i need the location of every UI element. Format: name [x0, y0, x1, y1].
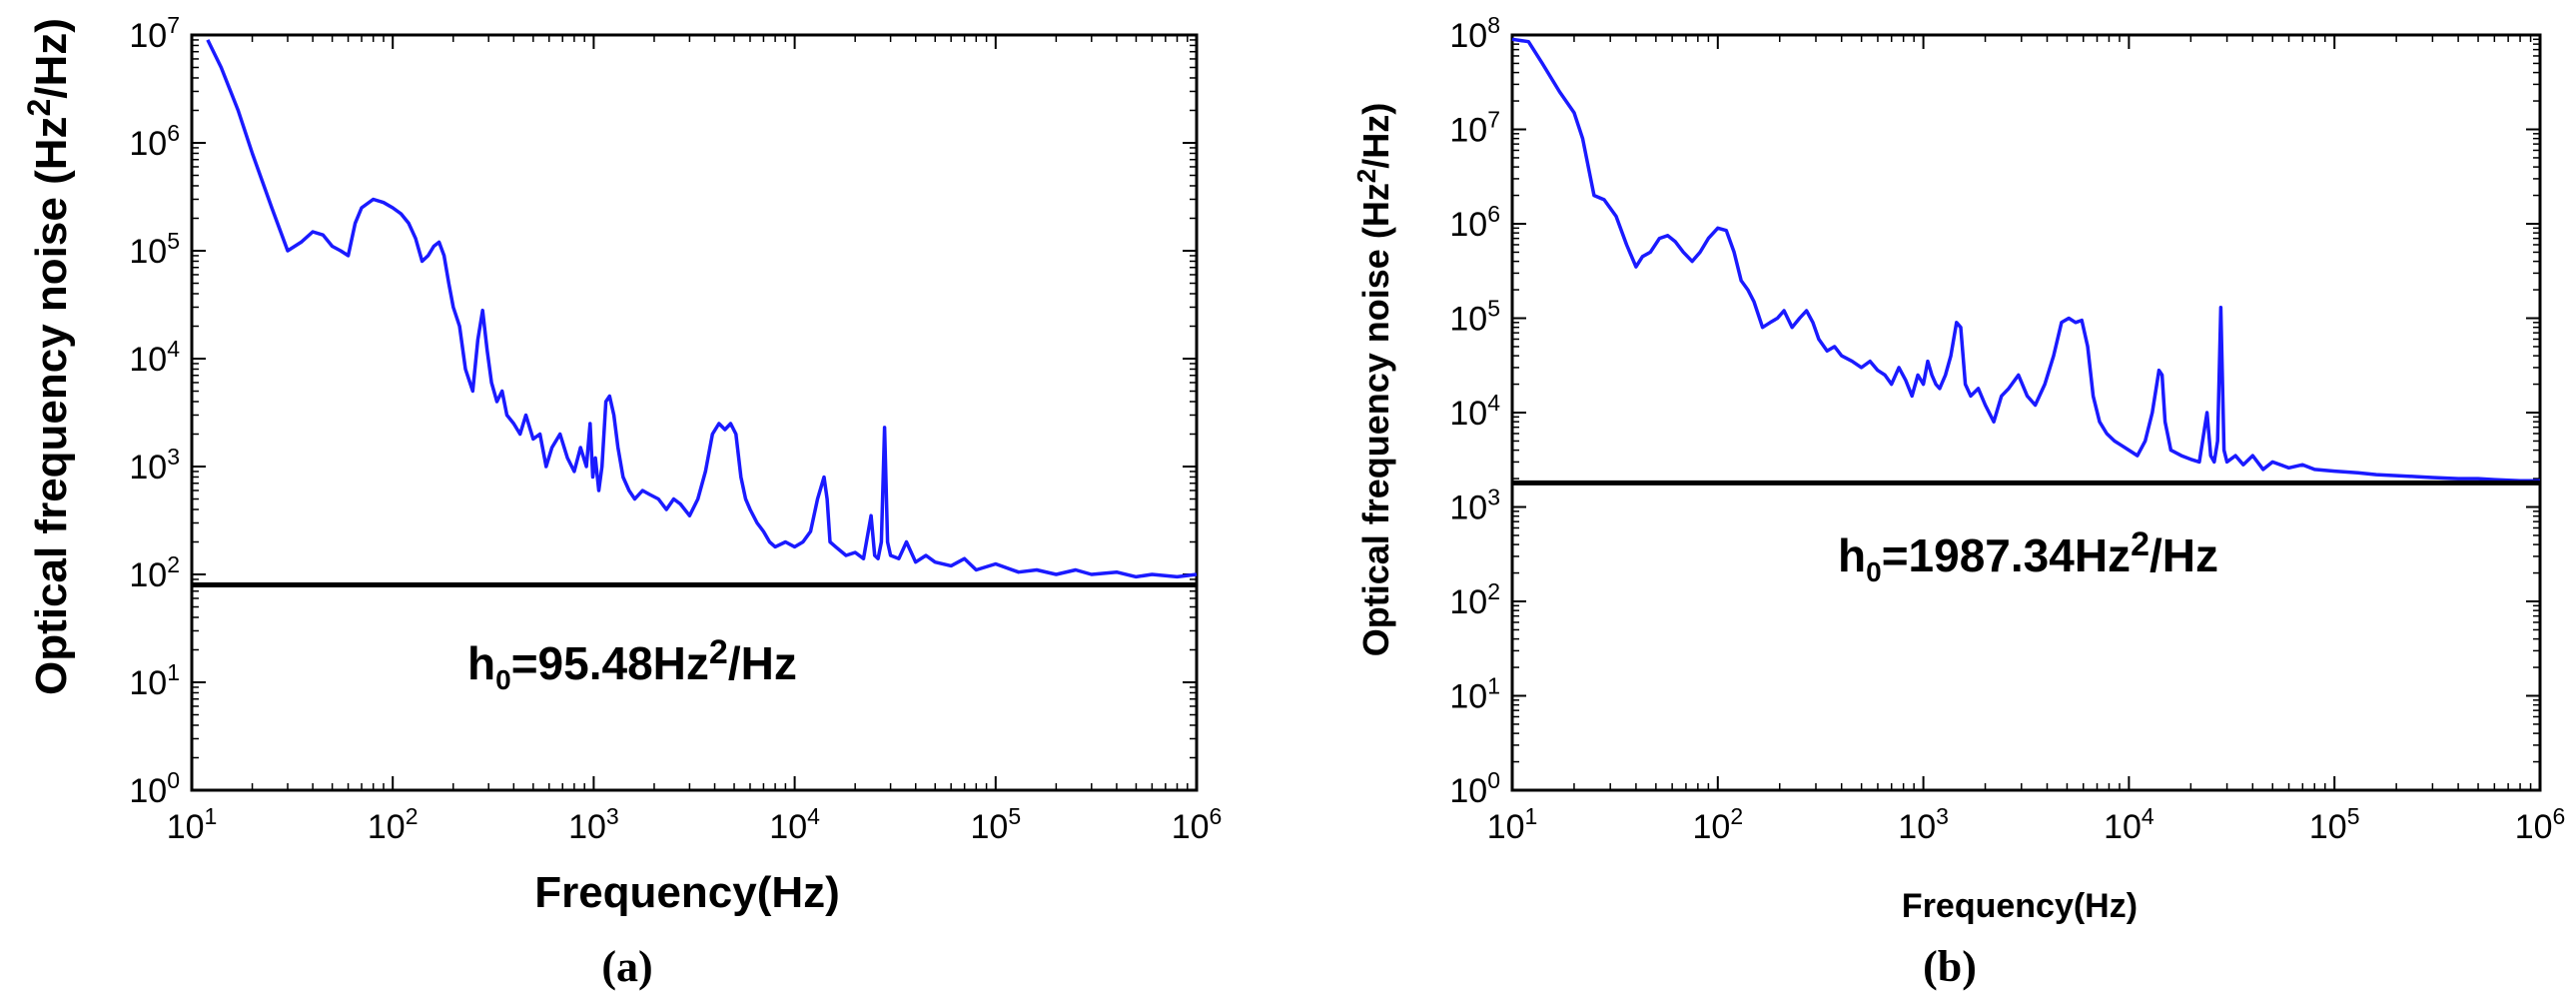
- x-tick-label: 103: [568, 803, 619, 846]
- panel-a-ytitle: Optical frequency noise (Hz2/Hz): [21, 18, 76, 695]
- y-tick-label: 107: [1449, 107, 1500, 150]
- y-tick-label: 103: [1449, 485, 1500, 527]
- y-tick-label: 107: [129, 12, 180, 55]
- x-tick-label: 102: [368, 803, 419, 846]
- x-tick-label: 106: [2515, 803, 2566, 846]
- panel-b-ytitle: Optical frequency noise (Hz2/Hz): [1351, 103, 1396, 657]
- panel-a-y-tick-labels: 100 101 102 103 104 105 106 107: [129, 12, 180, 810]
- panel-b-xtitle: Frequency(Hz): [1902, 887, 2138, 925]
- x-tick-label: 105: [2309, 803, 2360, 846]
- x-tick-label: 101: [167, 803, 218, 846]
- panel-a-x-tick-labels: 101 102 103 104 105 106: [167, 803, 1223, 846]
- panel-a-caption: (a): [601, 942, 652, 991]
- svg-text:Optical frequency noise (Hz2/H: Optical frequency noise (Hz2/Hz): [21, 18, 76, 695]
- y-tick-label: 103: [129, 444, 180, 487]
- panel-a-xtitle: Frequency(Hz): [534, 868, 840, 917]
- y-tick-label: 105: [129, 228, 180, 271]
- y-tick-label: 102: [1449, 578, 1500, 621]
- panel-b-x-tick-labels: 101 102 103 104 105 106: [1487, 803, 2566, 846]
- x-tick-label: 101: [1487, 803, 1538, 846]
- y-tick-label: 100: [1449, 767, 1500, 810]
- panel-b-y-tick-labels: 100 101 102 103 104 105 106 107 108: [1449, 12, 1500, 810]
- panel-a-frame: [190, 33, 1199, 792]
- panel-a: Optical frequency noise (Hz2/Hz) 1001011…: [21, 12, 1222, 991]
- x-tick-label: 103: [1898, 803, 1949, 846]
- y-tick-label: 106: [1449, 201, 1500, 244]
- y-tick-label: 101: [129, 659, 180, 702]
- panel-a-tick-marks: [191, 34, 1198, 791]
- y-tick-label: 100: [129, 767, 180, 810]
- y-tick-label: 104: [129, 336, 180, 379]
- x-tick-label: 102: [1692, 803, 1743, 846]
- y-tick-label: 104: [1449, 390, 1500, 433]
- x-tick-label: 104: [2104, 803, 2154, 846]
- panel-a-noise-series: [206, 39, 1198, 579]
- svg-text:Optical frequency noise (Hz2/H: Optical frequency noise (Hz2/Hz): [1351, 103, 1396, 657]
- x-tick-label: 105: [970, 803, 1021, 846]
- panel-b: Optical frequency noise (Hz2/Hz) 1001011…: [1351, 12, 2565, 991]
- panel-a-h0-annotation: h0=95.48Hz2/Hz: [467, 633, 797, 695]
- panel-b-h0-annotation: h0=1987.34Hz2/Hz: [1838, 525, 2218, 587]
- x-tick-label: 104: [769, 803, 820, 846]
- y-tick-label: 108: [1449, 12, 1500, 55]
- panel-b-tick-marks: [1511, 34, 2541, 791]
- y-tick-label: 106: [129, 120, 180, 163]
- panel-b-caption: (b): [1923, 942, 1977, 991]
- panel-b-noise-series: [1511, 37, 2540, 483]
- y-tick-label: 105: [1449, 296, 1500, 339]
- x-tick-label: 106: [1172, 803, 1223, 846]
- y-tick-label: 102: [129, 551, 180, 594]
- y-tick-label: 101: [1449, 673, 1500, 716]
- panel-b-frame: [1510, 33, 2542, 792]
